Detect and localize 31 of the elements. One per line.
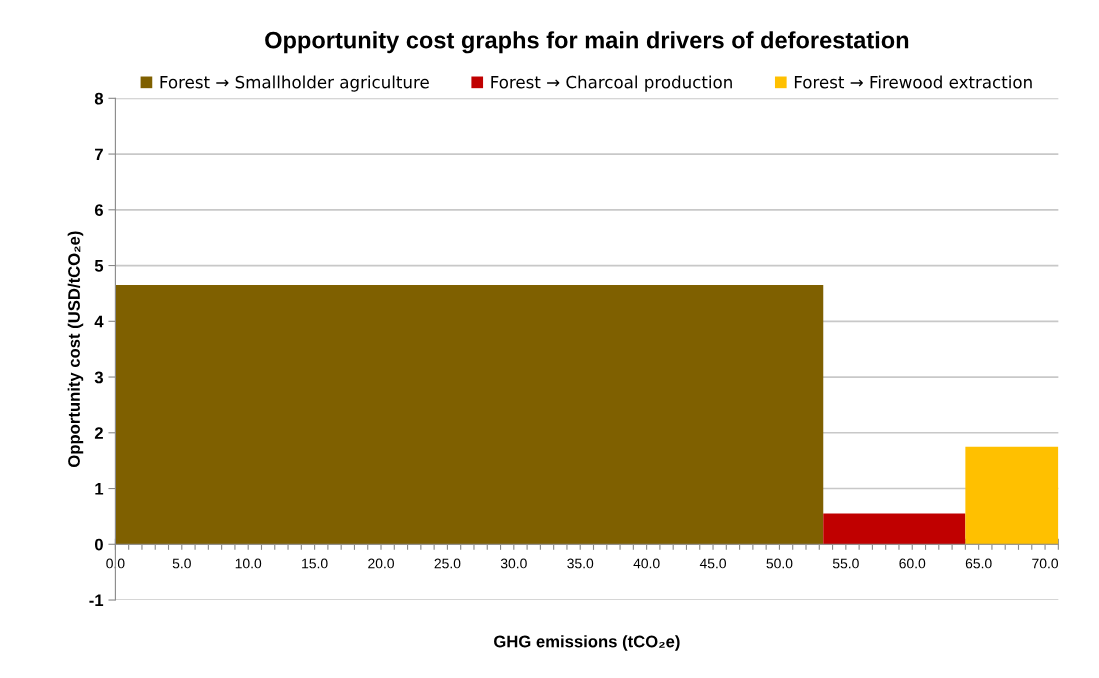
y-tick-label: 0 xyxy=(94,538,103,551)
y-tick-label: 8 xyxy=(94,92,104,105)
legend-label: Forest → Smallholder agriculture xyxy=(160,75,429,92)
y-tick-label: 3 xyxy=(94,371,103,384)
x-tick-label: 65.0 xyxy=(965,558,992,569)
y-tick-label: 5 xyxy=(94,260,104,272)
chart-title: Opportunity cost graphs for main drivers of deforestation xyxy=(265,31,909,54)
y-tick-label: 4 xyxy=(94,315,104,328)
y-tick-label: 6 xyxy=(94,204,103,217)
x-tick-label: 15.0 xyxy=(302,558,328,569)
x-tick-label: 45.0 xyxy=(699,558,727,569)
y-tick-label: -1 xyxy=(89,594,104,607)
x-tick-label: 20.0 xyxy=(368,558,394,569)
x-tick-label: 40.0 xyxy=(633,558,660,569)
x-tick-label: 35.0 xyxy=(567,558,594,569)
x-tick-label: 10.0 xyxy=(235,558,262,569)
y-axis-title: Opportunity cost (USD/tCO₂e) xyxy=(67,231,84,467)
x-tick-label: 5.0 xyxy=(172,558,191,569)
y-tick-label: 2 xyxy=(94,427,103,439)
x-tick-label: 50.0 xyxy=(766,558,793,569)
x-tick-label: 55.0 xyxy=(832,558,859,569)
legend-label: Forest → Firewood extraction xyxy=(794,75,1032,89)
x-axis-title: GHG emissions (tCO₂e) xyxy=(494,635,680,651)
x-tick-label: 30.0 xyxy=(500,558,527,569)
x-tick-label: 0.0 xyxy=(106,558,125,569)
legend-label: Forest → Charcoal production xyxy=(491,75,732,92)
y-tick-label: 7 xyxy=(95,148,103,161)
x-tick-label: 70.0 xyxy=(1032,558,1059,569)
y-tick-label: 1 xyxy=(95,483,104,495)
x-tick-label: 60.0 xyxy=(899,558,926,569)
x-tick-label: 25.0 xyxy=(434,558,461,569)
